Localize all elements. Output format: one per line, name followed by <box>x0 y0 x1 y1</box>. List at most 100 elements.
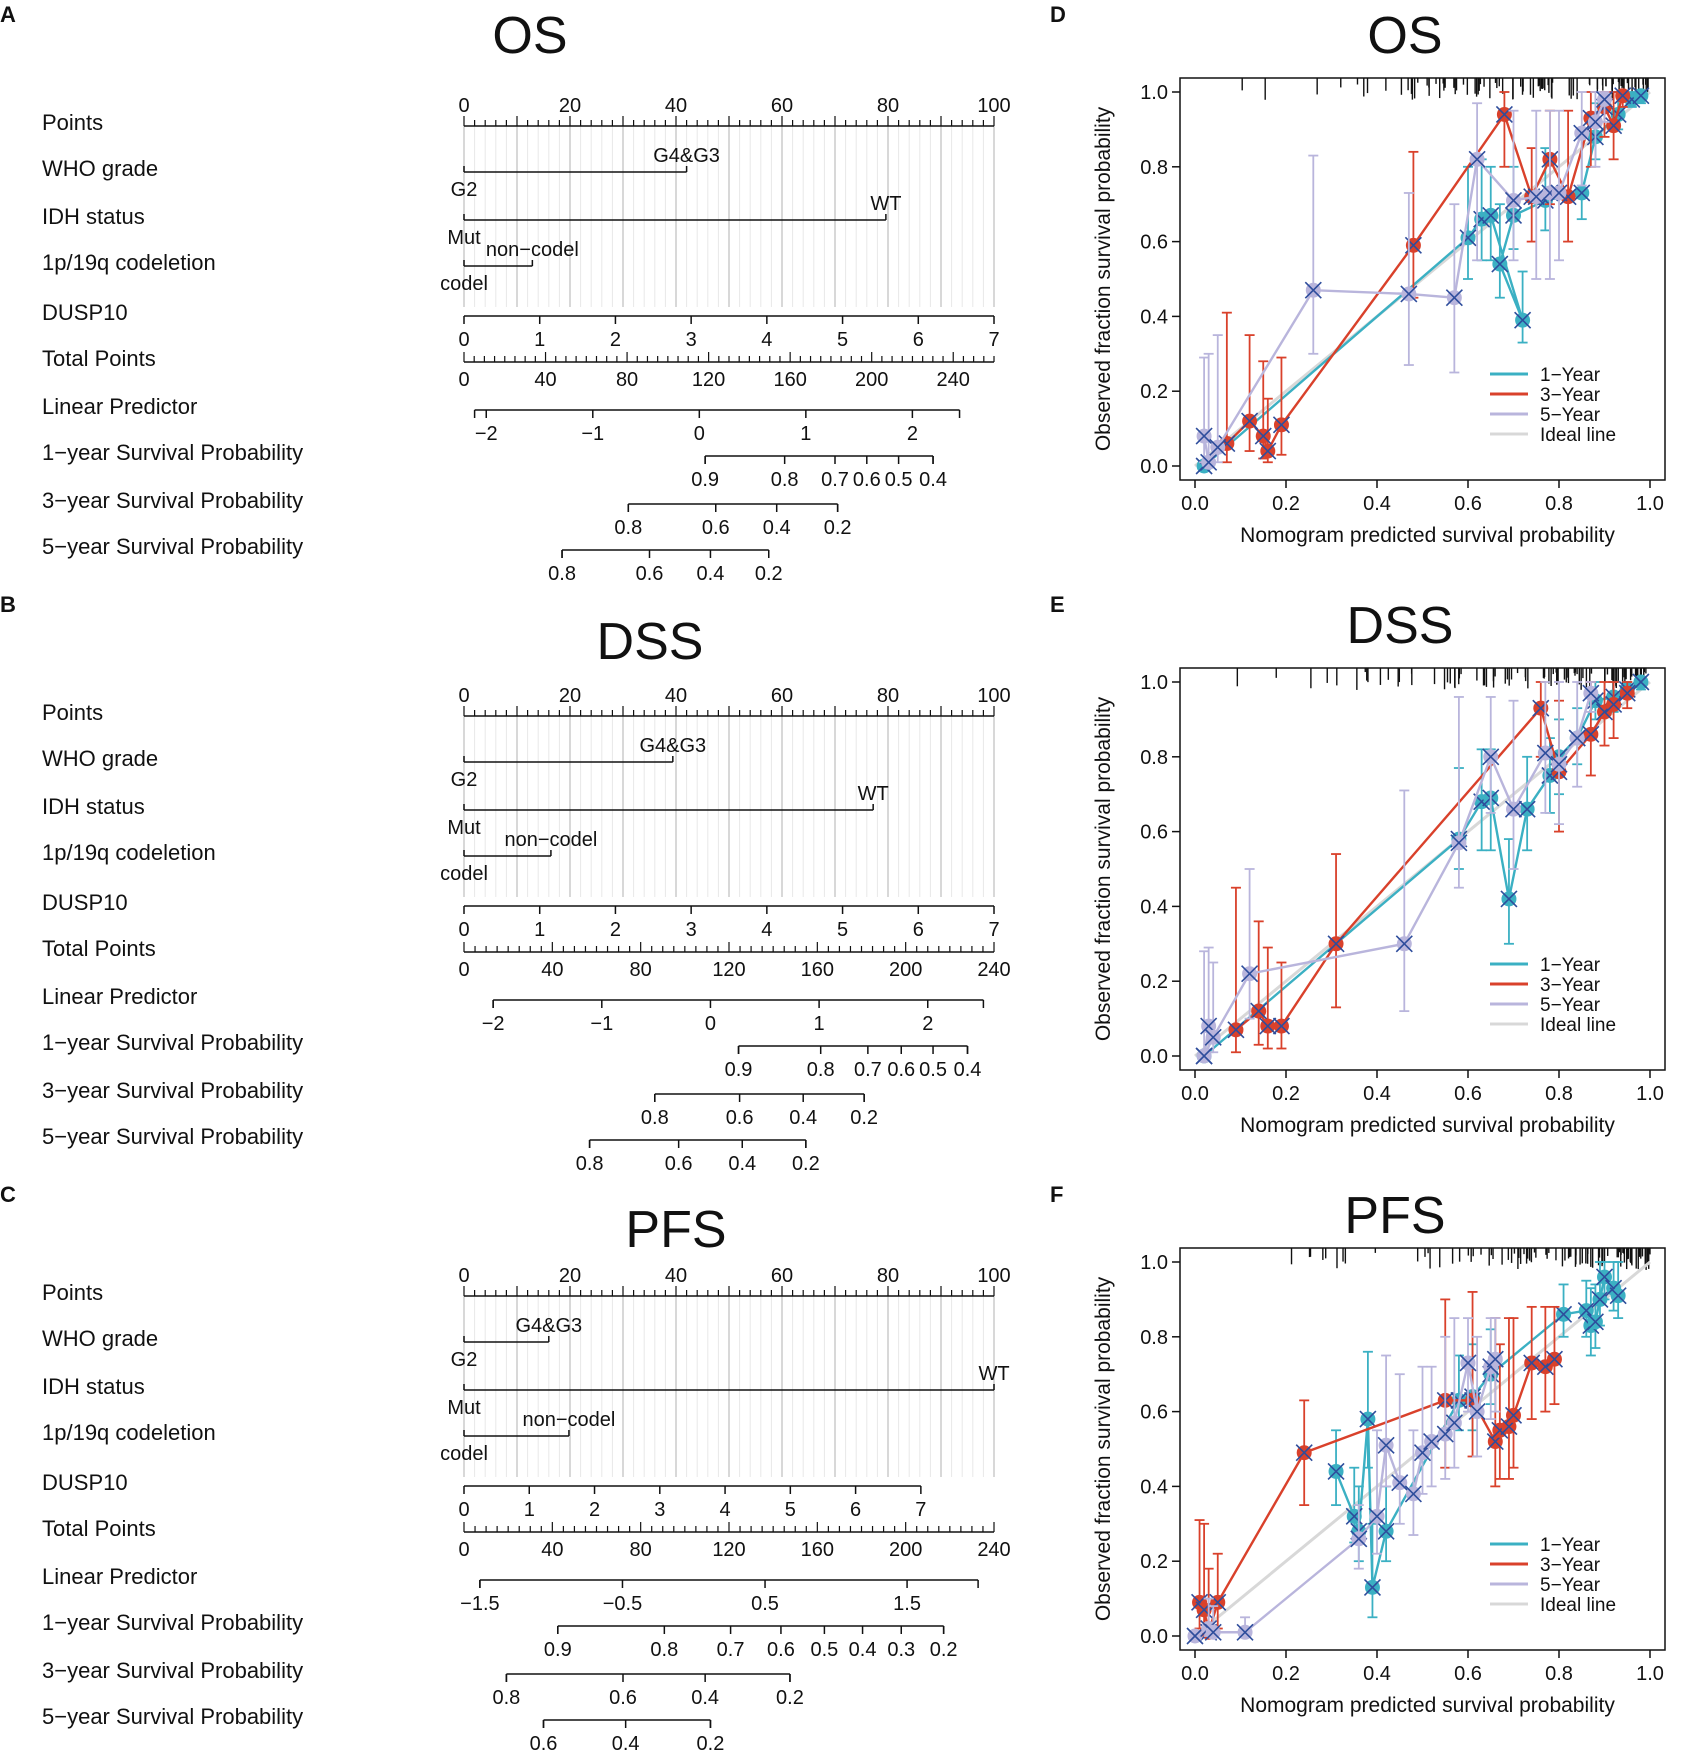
prob-tick-label: 0.7 <box>717 1639 745 1661</box>
data-point-cross <box>1486 1350 1504 1368</box>
panel-f-letter: F <box>1050 1182 1064 1207</box>
data-point-cross <box>1368 1507 1386 1525</box>
prob-tick-label: 0.4 <box>612 1733 640 1750</box>
total-tick-label: 240 <box>977 959 1010 981</box>
row-label: 5−year Survival Probability <box>42 1704 303 1729</box>
factor-level-label: WT <box>870 193 901 215</box>
lp-tick-label: −1 <box>590 1013 613 1035</box>
row-label: 3−year Survival Probability <box>42 1078 303 1103</box>
row-label: DUSP10 <box>42 300 128 325</box>
lp-tick-label: 1 <box>800 423 811 445</box>
legend-label: 5−Year <box>1540 995 1601 1016</box>
data-point-cross <box>1518 800 1536 818</box>
lp-tick-label: −1.5 <box>460 1593 499 1615</box>
y-tick-label: 0.8 <box>1140 1327 1168 1349</box>
data-point-cross <box>1272 1017 1291 1035</box>
data-point-cross <box>1254 427 1272 445</box>
factor-level-label: WT <box>858 783 889 805</box>
total-tick-label: 120 <box>692 369 725 391</box>
data-point-cross <box>1550 184 1568 202</box>
row-label: Linear Predictor <box>42 984 197 1009</box>
prob-tick-label: 0.9 <box>544 1639 572 1661</box>
prob-tick-label: 0.6 <box>887 1059 915 1081</box>
prob-tick-label: 0.6 <box>726 1107 754 1129</box>
lp-tick-label: 2 <box>907 423 918 445</box>
data-point-cross <box>1514 311 1532 329</box>
x-tick-label: 0.6 <box>1454 1663 1482 1685</box>
points-tick-label: 40 <box>665 95 687 117</box>
data-point-cross <box>1573 124 1591 142</box>
prob-tick-label: 0.2 <box>697 1733 725 1750</box>
points-tick-label: 0 <box>458 1265 469 1287</box>
points-tick-label: 0 <box>458 95 469 117</box>
dusp10-tick-label: 4 <box>761 329 772 351</box>
legend-label: 5−Year <box>1540 1575 1601 1596</box>
factor-ref-label: G2 <box>451 769 478 791</box>
row-label: WHO grade <box>42 1326 158 1351</box>
row-label: Linear Predictor <box>42 394 197 419</box>
prob-tick-label: 0.2 <box>824 517 852 539</box>
data-point-cross <box>1605 117 1623 135</box>
calibration-plot-pfs: 0.0 0.0 0.2 0.2 0.4 0.4 0.6 0.6 0.8 0.8 1.0 1.0 Nomo… <box>1092 1247 1666 1717</box>
data-point-cross <box>1582 725 1600 743</box>
row-label: IDH status <box>42 1374 145 1399</box>
y-tick-label: 0.2 <box>1140 971 1168 993</box>
prob-tick-label: 0.6 <box>767 1639 795 1661</box>
data-point-cross <box>1550 755 1568 773</box>
prob-tick-label: 0.2 <box>755 563 783 585</box>
prob-tick-label: 0.6 <box>665 1153 693 1175</box>
dusp10-tick-label: 2 <box>610 329 621 351</box>
total-tick-label: 160 <box>773 369 806 391</box>
row-label: 1p/19q codeletion <box>42 1420 216 1445</box>
prob-tick-label: 0.5 <box>810 1639 838 1661</box>
row-label: 5−year Survival Probability <box>42 534 303 559</box>
data-point-cross <box>1504 800 1523 818</box>
dusp10-tick-label: 5 <box>837 329 848 351</box>
y-axis-label: Observed fraction survival probability <box>1092 106 1115 451</box>
factor-level-label: non−codel <box>523 1409 616 1431</box>
row-label: Total Points <box>42 1516 156 1541</box>
dusp10-tick-label: 0 <box>458 329 469 351</box>
panel-b-title: DSS <box>596 613 704 671</box>
y-axis-label: Observed fraction survival probability <box>1092 696 1115 1041</box>
data-point-cross <box>1445 1414 1463 1432</box>
data-point-cross <box>1632 87 1650 105</box>
panel-e-letter: E <box>1050 592 1065 617</box>
dusp10-tick-label: 2 <box>589 1499 600 1521</box>
data-point-cross <box>1400 285 1418 303</box>
row-label: DUSP10 <box>42 1470 128 1495</box>
dusp10-tick-label: 2 <box>610 919 621 941</box>
dusp10-tick-label: 3 <box>686 329 697 351</box>
row-label: WHO grade <box>42 156 158 181</box>
data-point-cross <box>1504 191 1523 210</box>
panel-e-title: DSS <box>1346 597 1454 655</box>
data-point-cross <box>1200 453 1218 471</box>
x-tick-label: 0.8 <box>1545 1083 1573 1105</box>
prob-tick-label: 0.4 <box>954 1059 982 1081</box>
total-tick-label: 120 <box>712 1539 745 1561</box>
factor-ref-label: Mut <box>447 817 481 839</box>
x-tick-label: 0.2 <box>1272 1663 1300 1685</box>
total-tick-label: 40 <box>534 369 556 391</box>
lp-tick-label: −0.5 <box>603 1593 642 1615</box>
factor-level-label: G4&G3 <box>515 1315 582 1337</box>
data-point-cross <box>1614 87 1632 105</box>
points-tick-label: 80 <box>877 1265 899 1287</box>
y-tick-label: 1.0 <box>1140 672 1168 694</box>
prob-tick-label: 0.4 <box>789 1107 817 1129</box>
total-tick-label: 40 <box>541 1539 563 1561</box>
panel-f-title: PFS <box>1344 1187 1446 1245</box>
prob-tick-label: 0.2 <box>776 1687 804 1709</box>
points-tick-label: 20 <box>559 95 581 117</box>
data-point-cross <box>1459 1354 1477 1372</box>
points-tick-label: 80 <box>877 95 899 117</box>
row-label: 1−year Survival Probability <box>42 1030 303 1055</box>
data-point-cross <box>1495 105 1513 124</box>
row-label: 1−year Survival Probability <box>42 440 303 465</box>
panel-d-title: OS <box>1367 7 1443 65</box>
x-tick-label: 0.2 <box>1272 1083 1300 1105</box>
x-tick-label: 1.0 <box>1636 1083 1664 1105</box>
y-tick-label: 0.2 <box>1140 381 1168 403</box>
panel-c-title: PFS <box>625 1201 727 1259</box>
